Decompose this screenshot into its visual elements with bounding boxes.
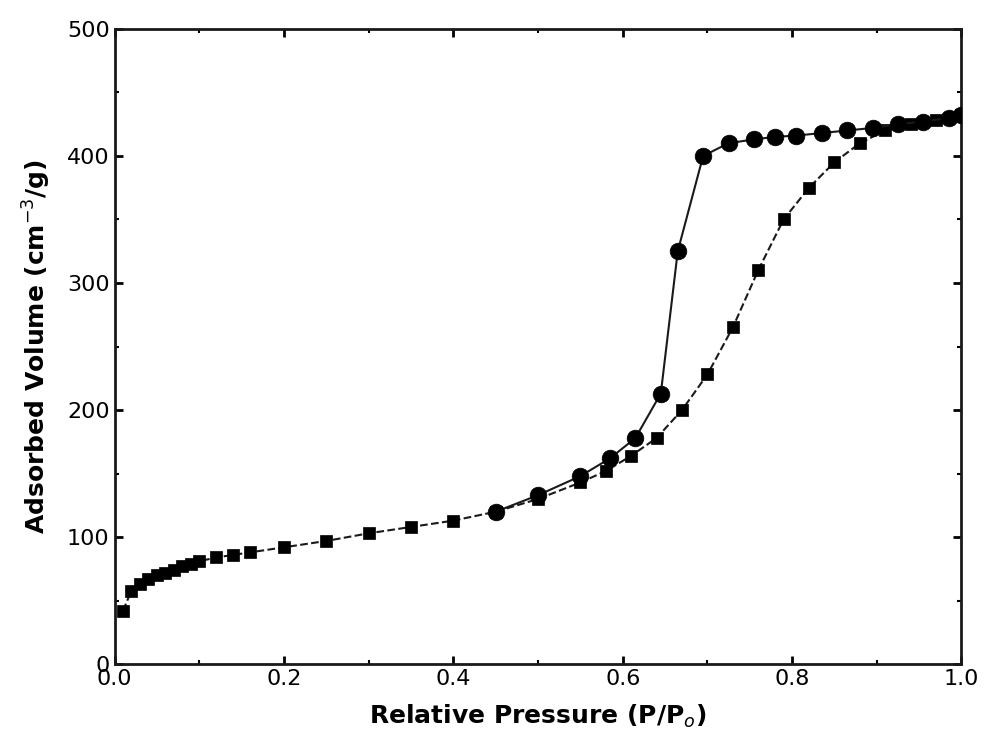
X-axis label: Relative Pressure (P/P$_o$): Relative Pressure (P/P$_o$): [369, 703, 707, 730]
Y-axis label: Adsorbed Volume (cm$^{-3}$/g): Adsorbed Volume (cm$^{-3}$/g): [21, 159, 53, 534]
